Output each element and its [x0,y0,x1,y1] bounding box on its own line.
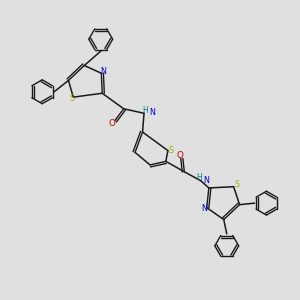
Text: O: O [109,118,116,127]
Text: S: S [234,180,239,189]
Text: N: N [201,204,207,213]
Text: S: S [69,94,74,103]
Text: H: H [197,173,203,182]
Text: N: N [149,109,155,118]
Text: N: N [204,176,210,185]
Text: O: O [176,151,183,160]
Text: H: H [142,106,148,116]
Text: N: N [100,67,106,76]
Text: S: S [169,146,174,154]
